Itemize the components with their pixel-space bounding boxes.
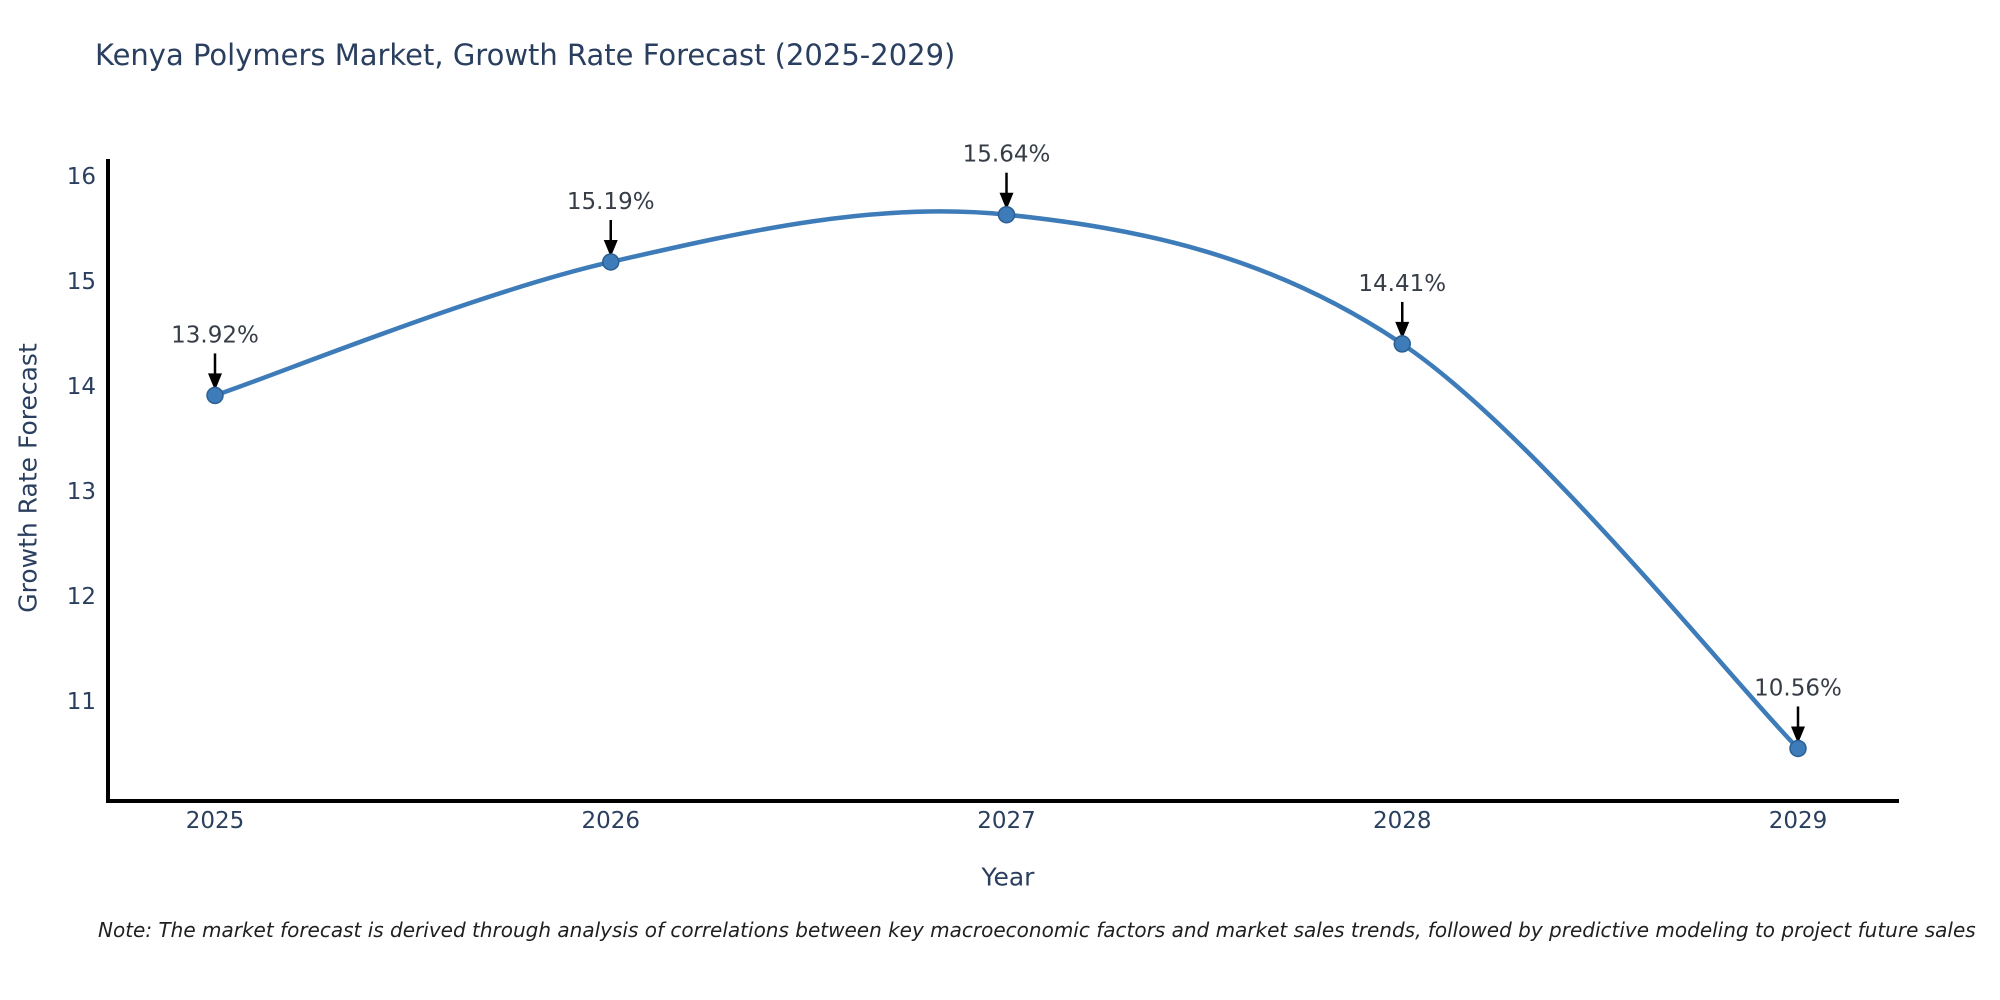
data-point-2027[interactable] [997,205,1016,224]
y-axis-title: Growth Rate Forecast [13,343,43,613]
y-tick-label: 16 [67,164,96,190]
annotation-label: 15.19% [567,189,655,215]
annotation-arrowhead [1791,726,1805,744]
annotation-arrowhead [208,373,222,391]
data-point-2029[interactable] [1789,739,1807,758]
y-tick-label: 13 [67,479,96,505]
x-tick-label: 2025 [186,808,245,834]
footnote: Note: The market forecast is derived thr… [98,918,1976,942]
chart-title: Kenya Polymers Market, Growth Rate Forec… [95,38,956,72]
annotation-arrowhead [1395,321,1410,339]
series-line [212,209,1801,751]
x-tick-label: 2027 [977,808,1036,834]
y-tick-label: 12 [67,584,96,610]
x-tick-label: 2026 [581,808,640,834]
annotation-label: 15.64% [963,142,1051,168]
annotation-label: 14.41% [1358,271,1446,297]
annotation-label: 10.56% [1754,675,1842,701]
x-tick-label: 2028 [1373,808,1432,834]
data-point-2025[interactable] [206,386,224,405]
x-axis-title: Year [981,862,1035,892]
annotation-label: 13.92% [171,322,259,348]
annotation-arrowhead [999,192,1014,210]
annotation-arrowhead [603,239,618,257]
y-tick-label: 14 [67,374,96,400]
x-tick-label: 2029 [1769,808,1828,834]
y-tick-label: 11 [67,689,96,715]
y-tick-label: 15 [67,269,96,295]
data-point-2028[interactable] [1393,335,1411,353]
data-point-2026[interactable] [602,253,620,271]
